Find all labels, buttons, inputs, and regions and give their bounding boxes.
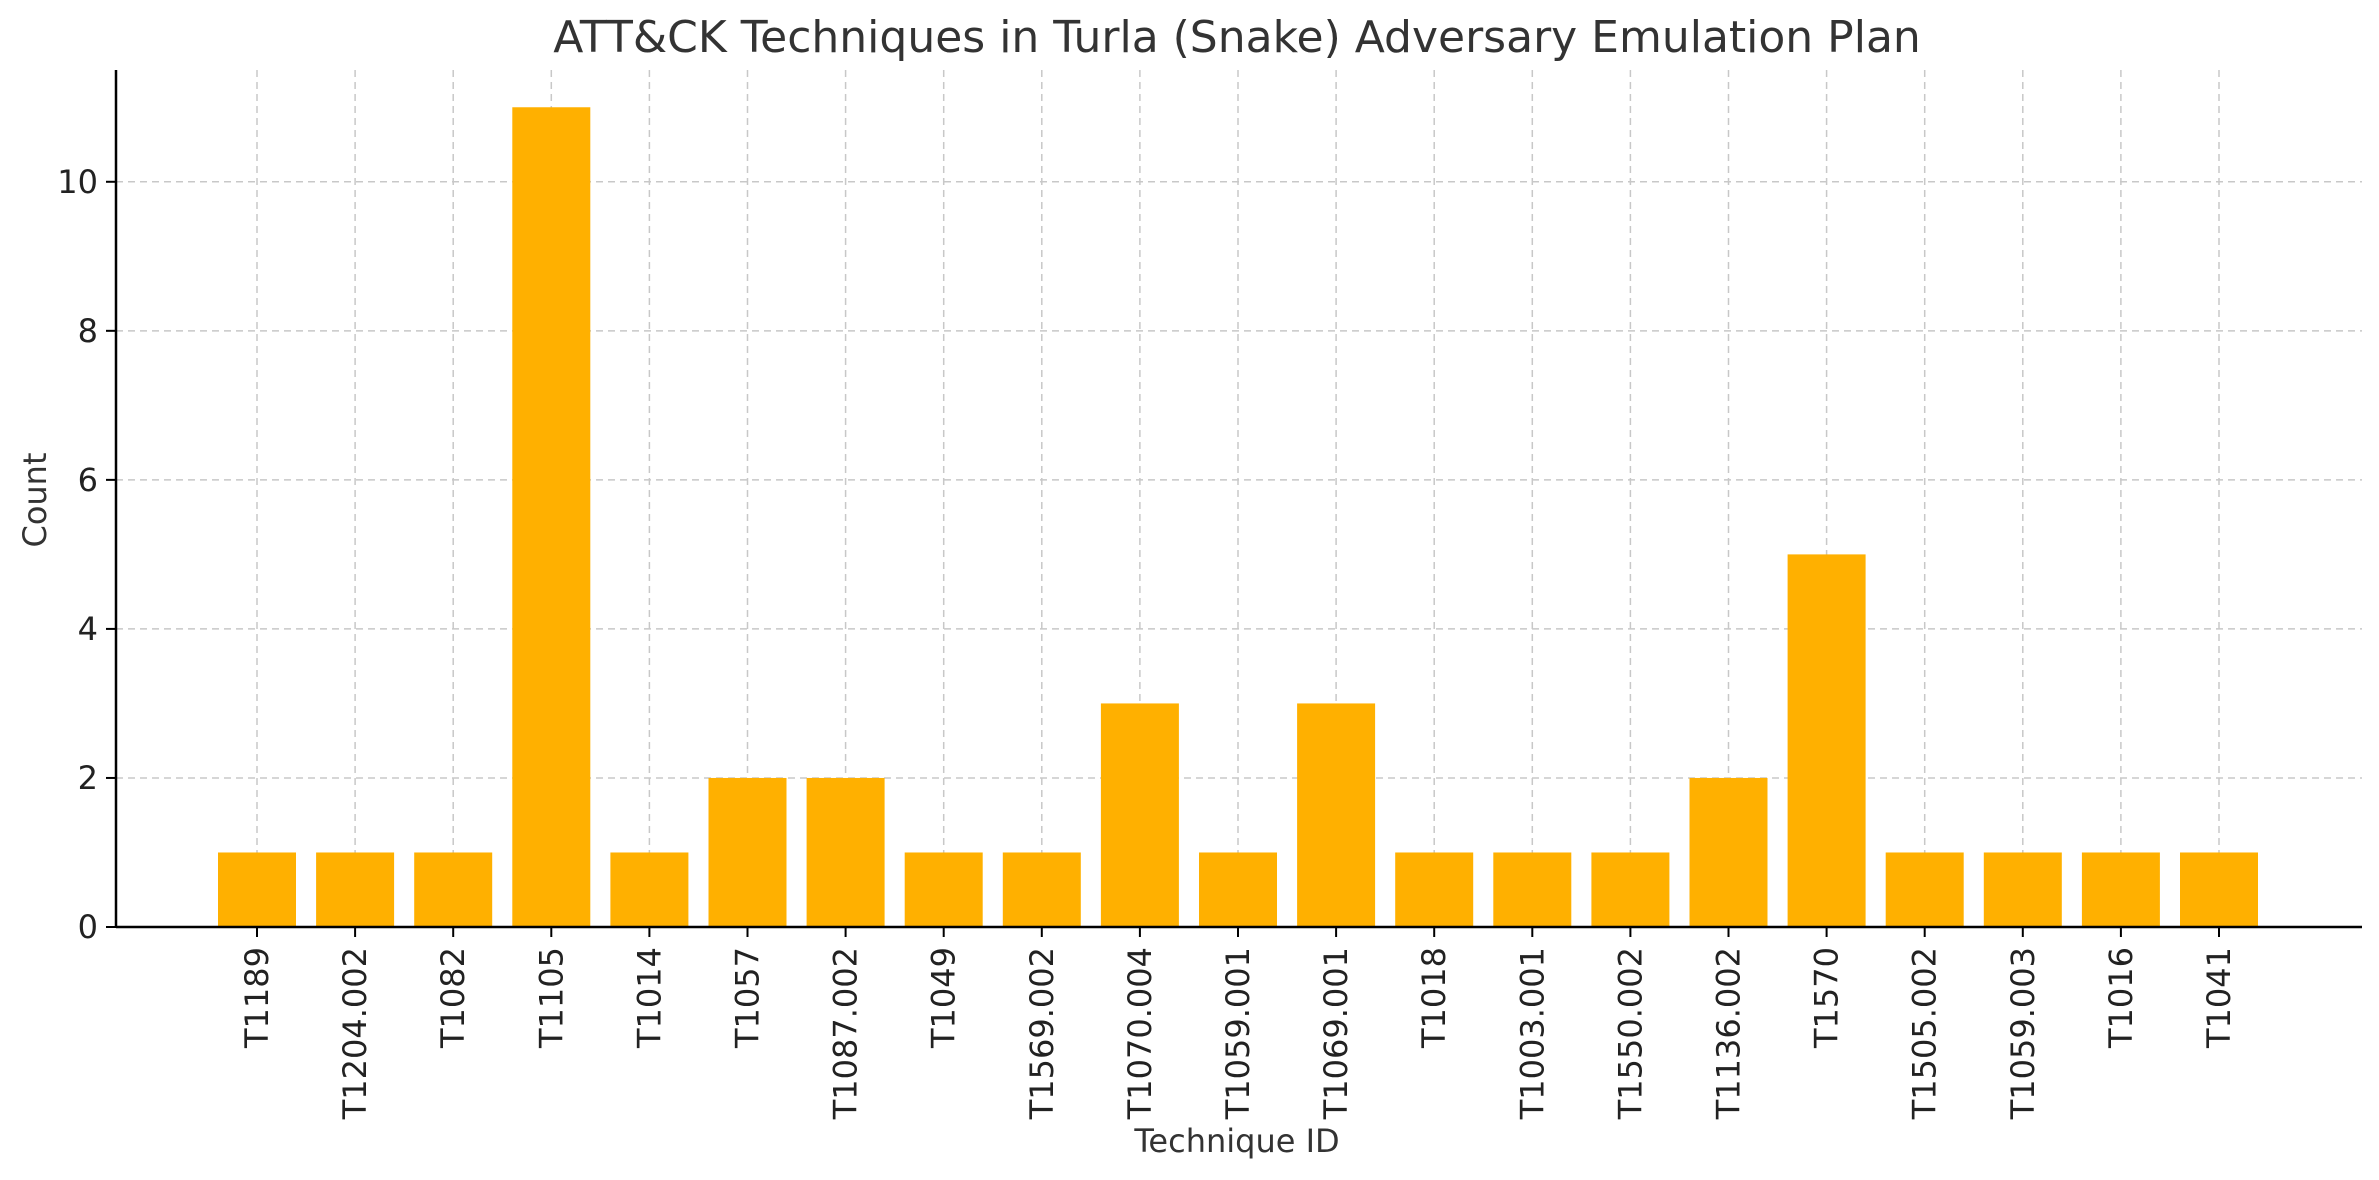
x-tick-label: T1003.001 bbox=[1513, 947, 1551, 1120]
y-tick-label: 6 bbox=[78, 461, 98, 499]
x-tick-label: T1136.002 bbox=[1710, 947, 1748, 1120]
bar-t1189 bbox=[218, 852, 296, 927]
x-tick-label: T1059.003 bbox=[2004, 947, 2042, 1120]
y-tick-label: 2 bbox=[78, 759, 98, 797]
x-tick-label: T1070.004 bbox=[1121, 947, 1159, 1120]
bars-layer bbox=[218, 107, 2258, 928]
x-tick-label: T1059.001 bbox=[1219, 947, 1257, 1120]
bar-t1016 bbox=[2081, 852, 2160, 927]
ticks-layer: 0 2 4 6 8 10 T1189 T1204.002 T1082 T1105 T1014 T105… bbox=[57, 163, 2238, 1120]
x-tick-label: T1016 bbox=[2102, 947, 2140, 1049]
bar-t1057 bbox=[708, 777, 787, 927]
x-tick-label: T1550.002 bbox=[1611, 947, 1649, 1120]
bar-t1505-002 bbox=[1885, 852, 1964, 927]
x-tick-label: T1570 bbox=[1808, 947, 1846, 1049]
axes-layer bbox=[114, 70, 2362, 929]
y-tick-label: 0 bbox=[78, 908, 98, 946]
bar-t1014 bbox=[610, 852, 689, 927]
bar-t1550-002 bbox=[1591, 852, 1670, 927]
x-tick-label: T1057 bbox=[729, 947, 767, 1049]
bar-t1059-003 bbox=[1983, 852, 2062, 927]
bar-t1204-002 bbox=[316, 852, 395, 927]
x-tick-label: T1041 bbox=[2200, 947, 2238, 1049]
chart-title: ATT&CK Techniques in Turla (Snake) Adver… bbox=[553, 12, 1921, 63]
y-tick-label: 4 bbox=[78, 610, 98, 648]
x-tick-label: T1014 bbox=[630, 947, 668, 1049]
bar-t1570 bbox=[1787, 554, 1866, 927]
bar-t1049 bbox=[904, 852, 983, 927]
x-tick-label: T1189 bbox=[238, 947, 276, 1049]
bar-t1082 bbox=[414, 852, 493, 927]
bar-t1569-002 bbox=[1002, 852, 1081, 927]
x-tick-label: T1082 bbox=[434, 947, 472, 1049]
bar-t1041 bbox=[2180, 852, 2258, 927]
y-axis-label: Count bbox=[16, 452, 54, 547]
y-tick-label: 10 bbox=[57, 163, 98, 201]
x-tick-label: T1049 bbox=[925, 947, 963, 1049]
bar-t1136-002 bbox=[1689, 777, 1768, 927]
x-tick-label: T1105 bbox=[532, 947, 570, 1049]
x-tick-label: T1018 bbox=[1415, 947, 1453, 1049]
bar-t1087-002 bbox=[806, 777, 885, 927]
x-tick-label: T1505.002 bbox=[1906, 947, 1944, 1120]
x-tick-label: T1204.002 bbox=[336, 947, 374, 1120]
x-tick-label: T1069.001 bbox=[1317, 947, 1355, 1120]
bar-t1070-004 bbox=[1100, 703, 1179, 927]
bar-t1059-001 bbox=[1199, 852, 1277, 927]
x-tick-label: T1087.002 bbox=[827, 947, 865, 1120]
x-axis-label: Technique ID bbox=[1133, 1122, 1339, 1160]
bar-t1105 bbox=[512, 107, 591, 928]
grid-layer bbox=[116, 70, 2362, 928]
x-tick-label: T1569.002 bbox=[1023, 947, 1061, 1120]
bar-t1069-001 bbox=[1297, 703, 1376, 927]
y-tick-label: 8 bbox=[78, 312, 98, 350]
bar-t1003-001 bbox=[1493, 852, 1572, 927]
bar-t1018 bbox=[1395, 852, 1474, 927]
